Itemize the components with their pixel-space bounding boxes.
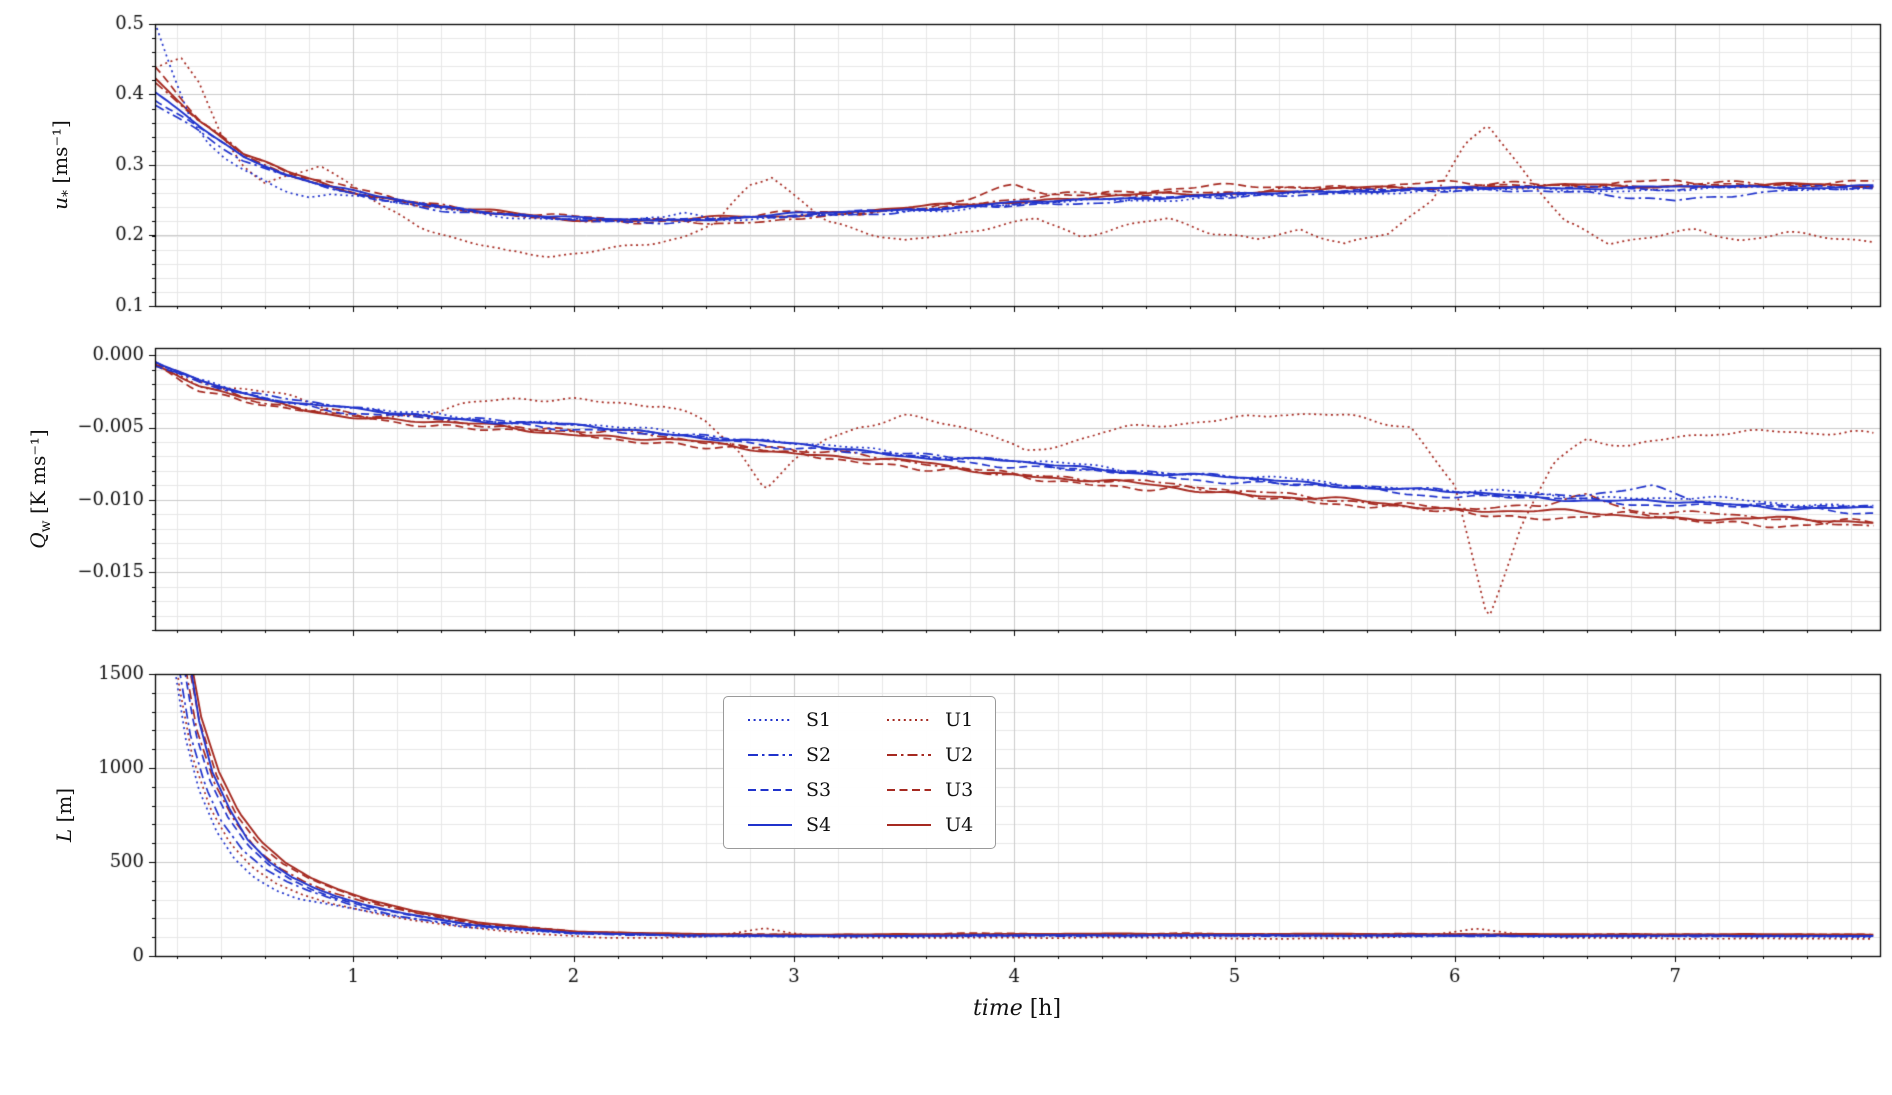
legend-label-s2: S2 xyxy=(806,744,832,766)
legend-label-u1: U1 xyxy=(945,709,974,731)
x-axis-var-time: time xyxy=(972,996,1023,1021)
legend-label-u3: U3 xyxy=(945,779,974,801)
legend-line-sample-u3 xyxy=(887,789,932,791)
legend-line-sample-u2 xyxy=(887,754,932,756)
legend-entry-u1: U1 xyxy=(885,709,973,731)
y-axis-var-qw: Q xyxy=(26,532,50,549)
y-axis-label-ustar: u* [ms⁻¹] xyxy=(48,120,76,210)
y-axis-var-ustar: u xyxy=(48,196,72,210)
y-axis-unit-qw: [K ms⁻¹] xyxy=(26,429,50,521)
y-axis-label-qw: Qw [K ms⁻¹] xyxy=(26,429,54,548)
legend-entry-u4: U4 xyxy=(885,814,973,836)
legend-entry-s4: S4 xyxy=(746,814,831,836)
legend-entry-s1: S1 xyxy=(746,709,831,731)
legend-label-u4: U4 xyxy=(945,814,974,836)
legend-label-s1: S1 xyxy=(806,709,832,731)
y-axis-unit-ustar: [ms⁻¹] xyxy=(48,120,72,190)
legend-entry-u2: U2 xyxy=(885,744,973,766)
legend-line-sample-s4 xyxy=(748,824,792,826)
x-axis-label-time: time [h] xyxy=(973,996,1061,1021)
legend-box: S1 S2 S3 S4 U1 U2 U3 U4 xyxy=(723,696,997,849)
legend-label-s3: S3 xyxy=(806,779,832,801)
y-axis-sub-qw: w xyxy=(38,520,54,533)
legend-entry-s2: S2 xyxy=(746,744,831,766)
legend-line-sample-s2 xyxy=(748,754,792,756)
y-axis-var-L: L xyxy=(52,828,76,843)
legend-line-sample-u4 xyxy=(887,824,932,826)
legend-line-sample-u1 xyxy=(887,719,932,721)
y-axis-unit-L: [m] xyxy=(52,787,76,829)
legend-line-sample-s1 xyxy=(748,719,792,721)
y-axis-label-L: L [m] xyxy=(52,788,80,842)
x-axis-unit-time: [h] xyxy=(1022,996,1062,1021)
y-axis-sub-ustar: * xyxy=(60,189,76,197)
legend-entry-s3: S3 xyxy=(746,779,831,801)
legend-label-u2: U2 xyxy=(945,744,974,766)
legend-label-s4: S4 xyxy=(806,814,832,836)
legend-line-sample-s3 xyxy=(748,789,792,791)
legend-entry-u3: U3 xyxy=(885,779,973,801)
